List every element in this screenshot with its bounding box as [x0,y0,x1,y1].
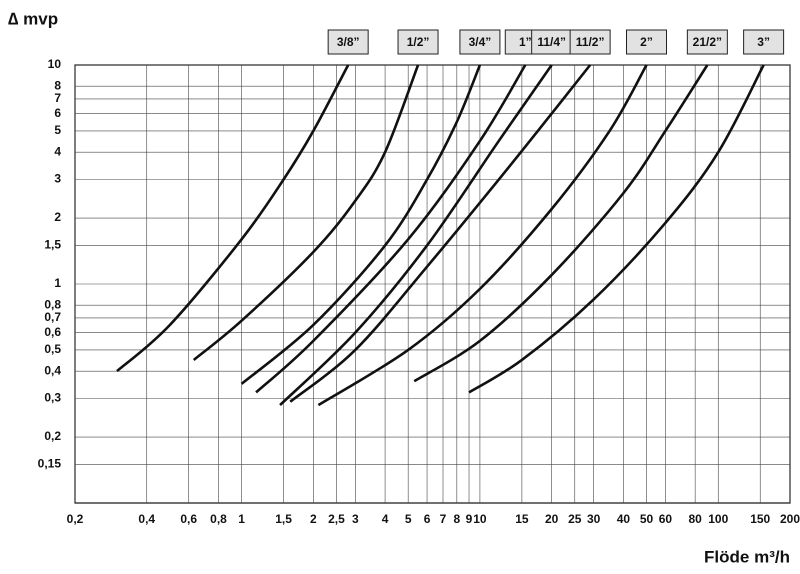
x-tick-label: 4 [382,512,389,526]
x-tick-label: 30 [587,512,601,526]
legend-box [459,29,501,55]
y-tick-label: 0,3 [44,391,61,405]
legend-item: 11/4” [531,29,573,55]
legend-box [626,29,668,55]
curve [413,64,709,383]
x-tick-label: 1 [238,512,245,526]
y-tick-label: 0,15 [38,457,62,471]
y-tick-label: 0,6 [44,325,61,339]
x-tick-label: 8 [453,512,460,526]
x-tick-label: 0,6 [180,512,197,526]
curve [116,64,350,373]
x-tick-label: 150 [750,512,770,526]
legend-item: 3” [743,29,785,55]
y-tick-label: 6 [54,106,61,120]
legend-box [327,29,369,55]
y-tick-label: 1,5 [44,238,61,252]
legend-item: 21/2” [686,29,728,55]
legend-item: 3/4” [459,29,501,55]
y-tick-label: 10 [48,57,62,71]
y-tick-label: 0,4 [44,363,61,377]
x-tick-label: 20 [545,512,559,526]
x-tick-label: 2,5 [328,512,345,526]
y-tick-label: 1 [54,276,61,290]
legend-label: 2” [640,35,653,49]
x-tick-label: 3 [352,512,359,526]
legend-label: 1/2” [407,35,430,49]
x-tick-label: 100 [708,512,728,526]
legend-label: 3” [757,35,770,49]
y-tick-label: 0,5 [44,342,61,356]
legend-box [686,29,728,55]
y-tick-label: 0,2 [44,429,61,443]
y-tick-label: 0,8 [44,297,61,311]
legend-item: 2” [626,29,668,55]
legend-box [397,29,439,55]
legend-label: 11/4” [537,35,566,49]
x-tick-label: 0,4 [138,512,155,526]
x-tick-label: 10 [473,512,487,526]
y-tick-label: 5 [54,123,61,137]
y-tick-label: 4 [54,144,61,158]
x-tick-label: 0,8 [210,512,227,526]
x-tick-label: 40 [617,512,631,526]
x-tick-label: 5 [405,512,412,526]
curve [468,64,765,394]
curve [240,64,482,385]
legend-label: 11/2” [576,35,605,49]
x-tick-label: 6 [424,512,431,526]
x-tick-label: 0,2 [67,512,84,526]
curve [317,64,648,407]
x-tick-label: 80 [688,512,702,526]
x-axis-label: Flöde m³/h [704,547,790,566]
curve [289,64,592,403]
x-tick-label: 9 [466,512,473,526]
x-tick-label: 1,5 [275,512,292,526]
curve [279,64,553,407]
x-tick-label: 60 [659,512,673,526]
legend-box [743,29,785,55]
x-tick-label: 50 [640,512,654,526]
legend-item: 3/8” [327,29,369,55]
y-tick-label: 3 [54,172,61,186]
x-tick-label: 25 [568,512,582,526]
y-tick-label: 2 [54,210,61,224]
y-tick-label: 8 [54,78,61,92]
x-tick-label: 200 [780,512,800,526]
y-axis-label: ∆ mvp [8,9,58,28]
x-tick-label: 7 [440,512,447,526]
legend-label: 3/4” [469,35,492,49]
legend-label: 1” [519,35,532,49]
y-tick-label: 0,7 [44,310,61,324]
legend-item: 1/2” [397,29,439,55]
legend-label: 3/8” [337,35,360,49]
curve [255,64,527,394]
legend-item: 11/2” [569,29,611,55]
x-tick-label: 2 [310,512,317,526]
curve [192,64,420,361]
y-tick-label: 7 [54,91,61,105]
legend-box [569,29,611,55]
legend-label: 21/2” [693,35,722,49]
x-tick-label: 15 [515,512,529,526]
